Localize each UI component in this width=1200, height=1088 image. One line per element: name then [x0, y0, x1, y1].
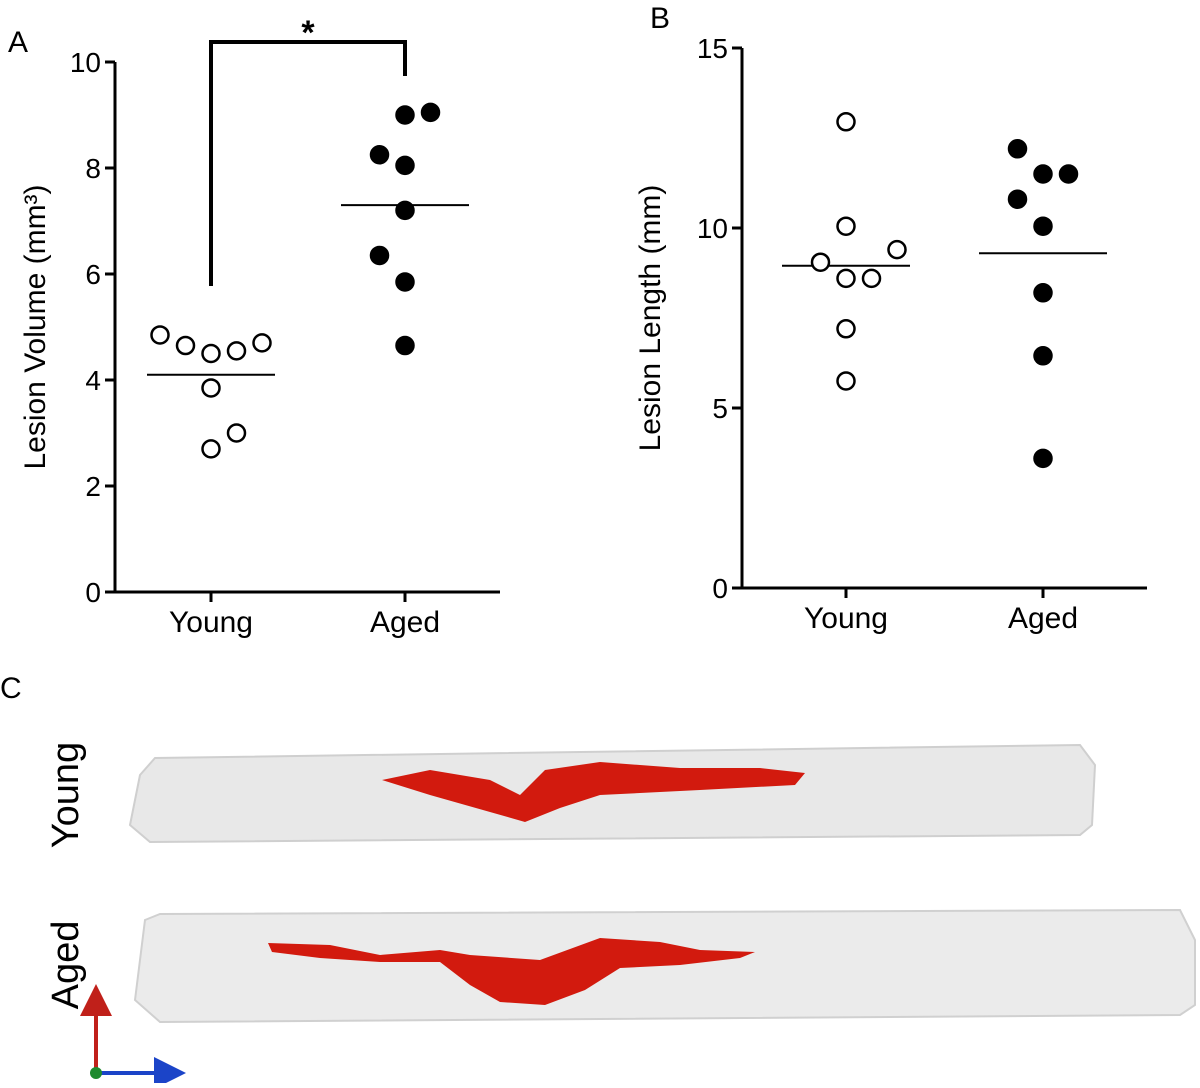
data-point: [201, 343, 221, 364]
data-point: [1033, 448, 1053, 469]
data-point: [369, 145, 390, 165]
y-axis-title: Lesion Length (mm): [634, 185, 667, 452]
y-tick-label: 4: [85, 365, 101, 396]
data-point: [1033, 283, 1053, 303]
y-tick-label: 8: [85, 153, 101, 184]
y-tick-label: 10: [70, 47, 101, 78]
x-tick-label: Young: [804, 602, 888, 635]
data-point: [252, 333, 272, 353]
data-point: [395, 200, 415, 221]
x-tick-label: Aged: [370, 606, 440, 639]
panel-label: C: [0, 672, 22, 705]
data-point: [836, 216, 856, 236]
data-point: [201, 378, 221, 398]
data-point: [861, 268, 882, 289]
data-point: [1007, 139, 1028, 159]
panel-label: A: [8, 26, 28, 59]
row-label: Aged: [45, 921, 87, 1010]
y-tick-label: 6: [85, 259, 101, 290]
y-axis-title: Lesion Volume (mm³): [19, 184, 52, 469]
data-point: [175, 335, 196, 356]
data-point: [226, 423, 247, 443]
tube-young: [128, 743, 1097, 844]
data-point: [887, 239, 907, 260]
data-point: [836, 268, 856, 289]
data-point: [395, 105, 415, 125]
tube-aged: [133, 908, 1196, 1024]
axis-icon: [80, 984, 186, 1088]
significance-label: *: [301, 14, 315, 52]
y-tick-label: 0: [712, 573, 728, 604]
data-point: [810, 252, 831, 272]
data-point: [395, 155, 415, 176]
data-point: [836, 371, 856, 391]
data-point: [201, 439, 221, 459]
data-point: [395, 335, 415, 356]
panel-label: B: [650, 2, 670, 35]
data-point: [395, 272, 415, 292]
data-point: [1007, 189, 1028, 209]
data-point: [836, 319, 856, 339]
row-label: Young: [45, 742, 87, 848]
significance-bracket: [209, 40, 407, 286]
data-point: [1033, 164, 1053, 184]
y-tick-label: 10: [697, 213, 728, 244]
y-tick-label: 2: [85, 471, 101, 502]
data-point: [226, 341, 247, 361]
x-tick-label: Young: [169, 606, 253, 639]
y-tick-label: 0: [85, 577, 101, 608]
data-point: [1058, 164, 1079, 184]
y-tick-label: 5: [712, 393, 728, 424]
data-point: [836, 112, 856, 132]
data-point: [420, 102, 441, 123]
data-point: [369, 245, 390, 266]
data-point: [150, 325, 170, 345]
data-point: [1033, 346, 1053, 366]
data-point: [1033, 216, 1053, 236]
x-tick-label: Aged: [1008, 602, 1078, 635]
y-tick-label: 15: [697, 33, 728, 64]
